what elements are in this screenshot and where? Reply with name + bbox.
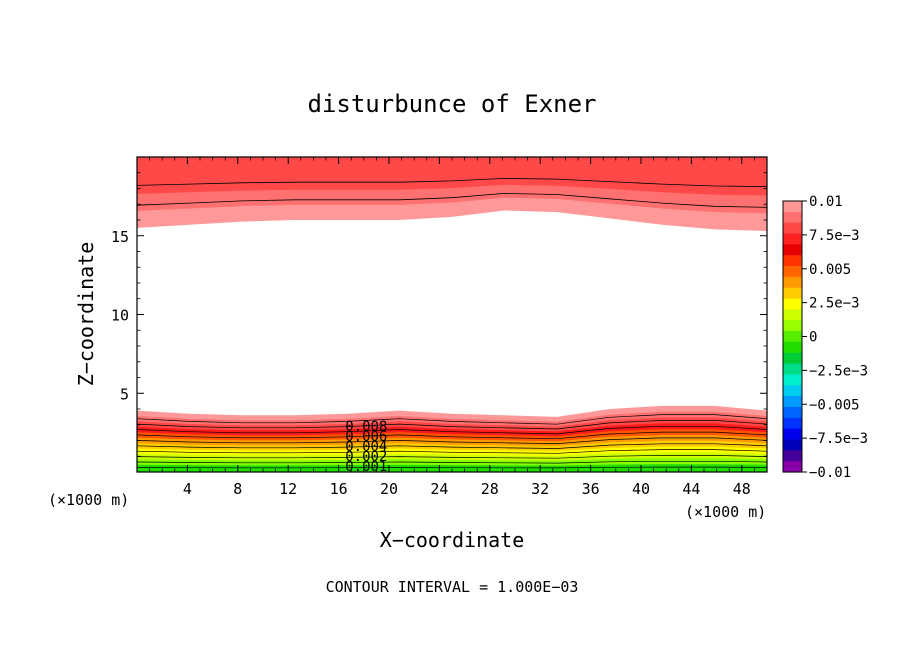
contour-interval-note: CONTOUR INTERVAL = 1.000E−03 [326, 578, 579, 596]
x-tick-label: 40 [632, 480, 650, 498]
colorbar-swatch [783, 201, 802, 213]
colorbar-swatch [783, 385, 802, 397]
x-tick-label: 48 [733, 480, 751, 498]
upper-band-level-2 [137, 157, 767, 196]
x-unit-right: (×1000 m) [685, 503, 766, 521]
y-tick-label: 10 [111, 307, 129, 325]
lower-contour-5 [137, 437, 767, 444]
colorbar-swatch [783, 298, 802, 310]
lower-contour-9 [137, 460, 767, 464]
lower-contour-2 [137, 420, 767, 430]
x-tick-label: 44 [682, 480, 700, 498]
contour-label: 0.008 [345, 419, 387, 435]
colorbar-swatch [783, 222, 802, 235]
lower-contour-4 [137, 431, 767, 440]
colorbar-swatch [783, 406, 802, 419]
upper-contour-1 [137, 177, 767, 187]
contour-lines [137, 177, 767, 469]
colorbar-swatch [783, 374, 802, 386]
x-tick-label: 28 [481, 480, 499, 498]
x-axis-label: X−coordinate [380, 528, 525, 552]
x-tick-label: 24 [430, 480, 448, 498]
colorbar-swatch [783, 363, 802, 376]
colorbar-label: 0.01 [809, 194, 843, 210]
colorbar-swatch [783, 244, 802, 256]
y-tick-label: 5 [120, 385, 129, 403]
x-tick-label: 36 [582, 480, 600, 498]
colorbar-swatch [783, 341, 802, 354]
x-tick-label: 8 [233, 480, 242, 498]
colorbar [782, 200, 803, 473]
colorbar-label: 7.5e−3 [809, 228, 860, 244]
x-tick-label: 16 [330, 480, 348, 498]
colorbar-swatch [783, 211, 802, 224]
colorbar-swatch [783, 287, 802, 300]
colorbar-swatch [783, 396, 802, 408]
upper-contour-0 [137, 192, 767, 208]
colorbar-swatch [783, 309, 802, 321]
lower-contour-10 [137, 466, 767, 469]
contour-label: 0.004 [345, 439, 387, 455]
contour-label: 0.001 [345, 459, 387, 475]
x-tick-label: 12 [279, 480, 297, 498]
chart-title: disturbunce of Exner [308, 90, 597, 118]
lower-contour-6 [137, 443, 767, 449]
colorbar-swatch [783, 428, 802, 441]
lower-band-level-10 [137, 464, 767, 472]
colorbar-swatch [783, 255, 802, 267]
colorbar-labels: 0.01 7.5e−3 0.005 2.5e−3 0 −2.5e−3 −0.005 −7.5e… [802, 194, 868, 481]
colorbar-label: −0.005 [809, 397, 860, 413]
colorbar-swatch [783, 276, 802, 289]
x-tick-label: 20 [380, 480, 398, 498]
colorbar-swatch [783, 439, 802, 451]
colorbar-label: −7.5e−3 [809, 431, 868, 447]
colorbar-swatch [783, 266, 802, 278]
x-axis-ticks: 4 8 12 16 20 24 28 32 36 40 44 48 [149, 157, 755, 498]
y-axis-ticks: 5 10 15 [111, 172, 767, 457]
colorbar-swatch [783, 352, 802, 365]
x-unit-left: (×1000 m) [48, 491, 129, 509]
colorbar-swatch [783, 450, 802, 462]
colorbar-swatch [783, 461, 802, 473]
colorbar-swatch [783, 233, 802, 245]
lower-contour-1 [137, 414, 767, 425]
colorbar-swatch [783, 331, 802, 343]
colorbar-label: 0 [809, 330, 817, 346]
colorbar-swatch [783, 417, 802, 430]
colorbar-swatch [783, 320, 802, 332]
lower-contour-3 [137, 425, 767, 435]
y-axis-label: Z−coordinate [74, 242, 98, 387]
y-tick-label: 15 [111, 228, 129, 246]
plot-area [137, 157, 767, 472]
colorbar-label: −0.01 [809, 465, 851, 481]
contour-label: 0.006 [345, 429, 387, 445]
lower-contour-7 [137, 449, 767, 454]
colorbar-label: −2.5e−3 [809, 363, 868, 379]
lower-contour-8 [137, 455, 767, 459]
colorbar-label: 2.5e−3 [809, 296, 860, 312]
contour-label: 0.002 [345, 449, 387, 465]
x-tick-label: 32 [531, 480, 549, 498]
colorbar-label: 0.005 [809, 262, 851, 278]
x-tick-label: 4 [183, 480, 192, 498]
